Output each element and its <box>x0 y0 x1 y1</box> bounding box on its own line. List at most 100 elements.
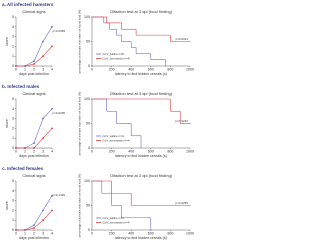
legend-label: CoV_ivermectin n=4 <box>103 220 130 224</box>
annotation: p=0.0011 <box>176 37 189 41</box>
point <box>15 147 17 149</box>
y-tick-label: 3 <box>12 117 14 121</box>
point <box>51 127 53 130</box>
y-tick-label: 0 <box>12 64 14 68</box>
y-tick-label: 0 <box>88 64 90 68</box>
point <box>51 25 53 28</box>
x-tick-label: 2 <box>33 67 35 71</box>
legend-label: CoV_saline n=4 <box>103 134 125 138</box>
x-tick-label: 4 <box>51 149 53 153</box>
x-tick-label: 0 <box>91 231 93 235</box>
y-axis-label: score <box>5 119 9 128</box>
chart-title: Olfaction test at 3 dpi (food finding) <box>110 9 173 14</box>
x-tick-label: 3 <box>42 67 44 71</box>
series-line <box>16 26 53 67</box>
y-tick-label: 1 <box>12 218 14 222</box>
chart-title: Olfaction test at 3 dpi (food finding) <box>110 173 173 178</box>
annotation: p=0.0205 <box>53 111 66 115</box>
x-tick-label: 1 <box>24 231 26 235</box>
chart-title: Clinical signs <box>22 9 45 14</box>
annotation: p=0.1429 <box>53 193 66 197</box>
point <box>24 65 26 67</box>
y-tick-label: 5 <box>12 97 14 101</box>
point <box>33 224 35 227</box>
x-tick-label: 0 <box>15 231 17 235</box>
x-tick-label: 1000 <box>186 149 194 153</box>
y-tick-label: 2 <box>12 44 14 48</box>
y-tick-label: 5 <box>12 179 14 183</box>
panel-heading: c. Infected females <box>2 166 44 171</box>
x-tick-label: 2 <box>33 231 35 235</box>
y-tick-label: 100 <box>84 97 90 101</box>
x-tick-label: 4 <box>51 67 53 71</box>
y-axis-label: score <box>5 37 9 46</box>
y-tick-label: 1 <box>12 136 14 140</box>
chart-title: Clinical signs <box>22 91 45 96</box>
x-tick-label: 1000 <box>186 67 194 71</box>
x-tick-label: 1000 <box>186 231 194 235</box>
y-tick-label: 0 <box>88 228 90 232</box>
point <box>42 55 44 58</box>
x-tick-label: 0 <box>15 67 17 71</box>
annotation: p=0.0246 <box>175 119 188 123</box>
y-axis-label: percentage of animals that have not foun… <box>78 92 82 156</box>
x-tick-label: 800 <box>167 67 173 71</box>
point <box>33 147 35 149</box>
point <box>24 229 26 231</box>
point <box>51 107 53 110</box>
point <box>42 137 44 140</box>
point <box>51 194 53 197</box>
x-tick-label: 600 <box>148 67 154 71</box>
y-axis-label: score <box>5 201 9 210</box>
x-tick-label: 200 <box>109 231 115 235</box>
y-tick-label: 2 <box>12 208 14 212</box>
x-tick-label: 0 <box>91 149 93 153</box>
figure: a. All infected hamsters Clinical signs 0 1… <box>2 2 194 240</box>
y-axis-label: percentage of animals that have not foun… <box>78 174 82 238</box>
x-tick-label: 400 <box>128 67 134 71</box>
annotation: p=0.0295 <box>175 201 188 205</box>
y-tick-label: 4 <box>12 107 14 111</box>
point <box>42 40 44 43</box>
x-tick-label: 200 <box>109 67 115 71</box>
point <box>51 209 53 212</box>
point <box>15 229 17 231</box>
point <box>33 142 35 145</box>
y-tick-label: 5 <box>12 15 14 19</box>
chart-title: Olfaction test at 3 dpi (food finding) <box>110 91 173 96</box>
y-tick-label: 50 <box>86 121 90 125</box>
point <box>24 147 26 149</box>
y-tick-label: 50 <box>86 203 90 207</box>
y-tick-label: 0 <box>12 228 14 232</box>
point <box>33 227 35 229</box>
x-tick-label: 800 <box>167 231 173 235</box>
y-tick-label: 1 <box>12 54 14 58</box>
x-tick-label: 0 <box>15 149 17 153</box>
y-tick-label: 100 <box>84 179 90 183</box>
x-tick-label: 200 <box>109 149 115 153</box>
x-tick-label: 600 <box>148 231 154 235</box>
point <box>42 209 44 212</box>
point <box>51 45 53 48</box>
legend-label: CoV_ivermectin n=8 <box>103 56 130 60</box>
x-tick-label: 1 <box>24 67 26 71</box>
legend-label: CoV_ivermectin n=4 <box>103 138 130 142</box>
x-tick-label: 1 <box>24 149 26 153</box>
x-tick-label: 4 <box>51 231 53 235</box>
x-axis-label: days post infection <box>19 72 49 76</box>
series-line <box>16 128 53 149</box>
panel-heading: b. Infected males <box>2 84 40 89</box>
y-tick-label: 4 <box>12 25 14 29</box>
x-tick-label: 600 <box>148 149 154 153</box>
x-tick-label: 2 <box>33 149 35 153</box>
x-tick-label: 3 <box>42 149 44 153</box>
point <box>42 117 44 120</box>
y-tick-label: 3 <box>12 199 14 203</box>
x-axis-label: days post infection <box>19 236 49 240</box>
chart-title: Clinical signs <box>22 173 45 178</box>
point <box>42 219 44 222</box>
y-tick-label: 50 <box>86 39 90 43</box>
x-axis-label: days post infection <box>19 154 49 158</box>
y-tick-label: 0 <box>12 146 14 150</box>
annotation: p=0.0083 <box>53 29 66 33</box>
